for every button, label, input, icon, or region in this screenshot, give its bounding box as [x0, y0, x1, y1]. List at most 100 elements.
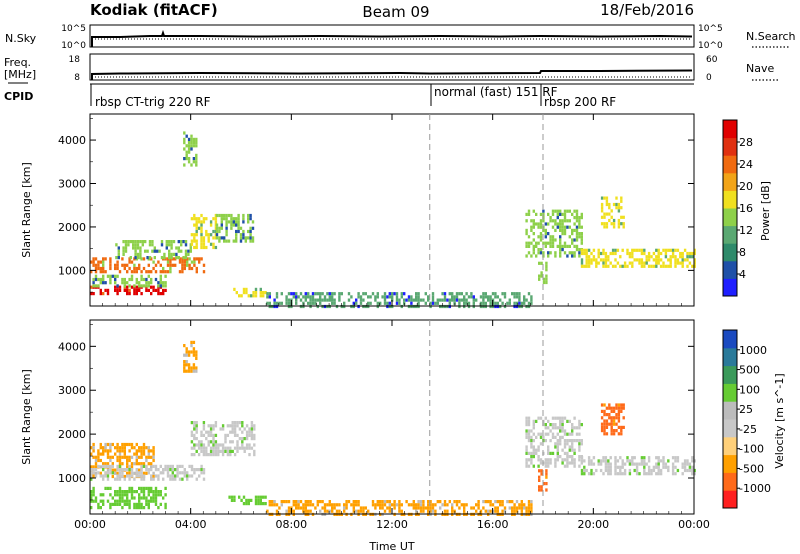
- range-gate-cell: [209, 440, 213, 444]
- range-gate-cell: [537, 416, 540, 420]
- range-gate-cell: [233, 287, 236, 291]
- range-gate-cell: [686, 462, 689, 466]
- range-gate-cell: [202, 421, 206, 425]
- range-gate-cell: [482, 500, 485, 504]
- range-gate-cell: [106, 486, 110, 490]
- range-gate-cell: [169, 263, 172, 267]
- range-gate-cell: [104, 281, 107, 285]
- range-gate-cell: [331, 503, 334, 507]
- range-gate-cell: [309, 298, 312, 302]
- range-gate-cell: [482, 292, 485, 296]
- range-gate-cell: [671, 248, 675, 252]
- range-gate-cell: [195, 270, 198, 274]
- range-gate-cell: [214, 433, 218, 437]
- range-gate-cell: [109, 257, 112, 261]
- range-gate-cell: [150, 486, 153, 490]
- range-gate-cell: [285, 295, 288, 299]
- range-gate-cell: [603, 432, 606, 436]
- range-gate-cell: [527, 241, 531, 245]
- range-gate-cell: [187, 144, 191, 148]
- range-gate-cell: [202, 443, 206, 447]
- range-gate-cell: [123, 281, 126, 285]
- range-gate-cell: [164, 468, 167, 472]
- range-gate-cell: [597, 255, 600, 259]
- range-gate-cell: [688, 468, 692, 473]
- range-gate-cell: [537, 458, 540, 462]
- range-gate-cell: [139, 240, 142, 244]
- range-gate-cell: [230, 498, 234, 502]
- range-gate-cell: [407, 503, 411, 507]
- range-gate-cell: [427, 506, 430, 510]
- range-gate-cell: [116, 266, 119, 271]
- range-gate-cell: [316, 503, 319, 507]
- range-gate-cell: [271, 500, 274, 504]
- range-gate-cell: [583, 251, 586, 256]
- range-gate-cell: [691, 264, 694, 268]
- range-gate-cell: [126, 502, 129, 506]
- range-gate-cell: [573, 238, 576, 242]
- range-gate-cell: [465, 503, 468, 507]
- range-gate-cell: [602, 251, 605, 256]
- range-gate-cell: [239, 226, 243, 230]
- range-gate-cell: [547, 251, 550, 255]
- range-gate-cell: [537, 222, 540, 226]
- range-gate-cell: [92, 277, 95, 282]
- range-gate-cell: [152, 474, 155, 479]
- range-gate-cell: [652, 264, 656, 268]
- range-gate-cell: [140, 496, 143, 500]
- range-gate-cell: [645, 255, 648, 259]
- range-gate-cell: [410, 301, 413, 305]
- range-gate-cell: [118, 452, 122, 456]
- range-gate-cell: [141, 240, 144, 244]
- range-gate-cell: [429, 301, 432, 305]
- range-gate-cell: [479, 295, 483, 299]
- nave-tick-low: 0: [706, 73, 712, 83]
- range-gate-cell: [268, 500, 271, 504]
- range-gate-cell: [176, 471, 179, 475]
- x-tick-label: 12:00: [376, 518, 408, 531]
- range-gate-cell: [374, 506, 377, 510]
- range-gate-cell: [233, 433, 237, 437]
- range-gate-cell: [307, 292, 310, 296]
- range-gate-cell: [417, 292, 420, 296]
- range-gate-cell: [477, 503, 480, 507]
- range-gate-cell: [215, 223, 219, 227]
- range-gate-cell: [169, 477, 172, 481]
- range-gate-cell: [542, 228, 545, 232]
- range-gate-cell: [102, 462, 105, 466]
- range-gate-cell: [551, 451, 555, 455]
- range-gate-cell: [614, 468, 617, 473]
- range-gate-cell: [472, 298, 475, 302]
- range-gate-cell: [145, 471, 148, 475]
- range-gate-cell: [295, 506, 298, 510]
- range-gate-cell: [612, 225, 616, 229]
- range-gate-cell: [530, 429, 533, 433]
- range-gate-cell: [187, 249, 190, 253]
- range-gate-cell: [145, 288, 148, 292]
- range-gate-cell: [603, 225, 606, 229]
- range-gate-cell: [307, 509, 310, 513]
- range-gate-cell: [556, 225, 559, 229]
- range-gate-cell: [142, 449, 146, 453]
- range-gate-cell: [102, 493, 105, 497]
- range-gate-cell: [190, 141, 193, 145]
- range-gate-cell: [643, 465, 646, 469]
- range-gate-cell: [573, 244, 576, 248]
- range-gate-cell: [616, 465, 620, 469]
- range-gate-cell: [214, 440, 218, 444]
- range-gate-cell: [431, 295, 435, 299]
- range-gate-cell: [436, 500, 439, 504]
- range-gate-cell: [568, 251, 571, 255]
- range-gate-cell: [542, 219, 545, 223]
- range-gate-cell: [195, 366, 198, 370]
- range-gate-cell: [200, 433, 203, 437]
- range-gate-cell: [171, 464, 174, 468]
- range-gate-cell: [136, 243, 140, 247]
- range-gate-cell: [635, 468, 639, 473]
- range-gate-cell: [116, 477, 119, 481]
- range-gate-cell: [549, 235, 552, 239]
- range-gate-cell: [580, 241, 583, 245]
- range-gate-cell: [607, 468, 610, 473]
- range-gate-cell: [614, 258, 617, 262]
